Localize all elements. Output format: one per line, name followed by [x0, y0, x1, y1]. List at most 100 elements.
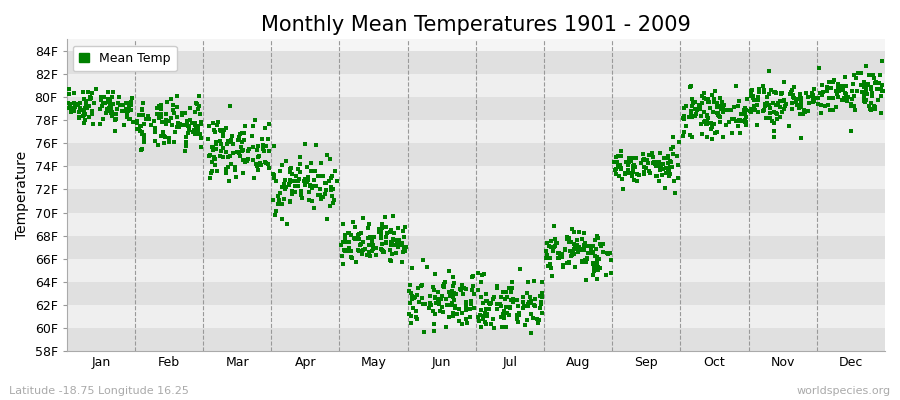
Point [251, 167, 266, 174]
Point [737, 111, 751, 118]
Point [547, 244, 562, 251]
Point [222, 178, 237, 184]
Point [695, 93, 709, 100]
Point [209, 139, 223, 145]
Point [736, 106, 751, 113]
Point [309, 142, 323, 148]
Point [700, 118, 715, 125]
Point [428, 321, 442, 328]
Point [392, 236, 406, 243]
Point [320, 152, 335, 158]
Point [104, 102, 118, 109]
Point [104, 96, 118, 102]
Point [256, 145, 270, 152]
Point [610, 161, 625, 168]
Point [276, 196, 291, 202]
Point [615, 176, 629, 182]
Point [498, 312, 512, 318]
Point [238, 136, 252, 143]
Point [705, 124, 719, 130]
Point [94, 96, 108, 102]
Point [93, 106, 107, 112]
Point [194, 134, 208, 141]
Point [406, 305, 420, 312]
Point [254, 162, 268, 168]
Point [169, 92, 184, 99]
Point [570, 242, 584, 248]
Point [713, 95, 727, 101]
Point [627, 164, 642, 170]
Point [670, 152, 684, 159]
Point [82, 114, 96, 120]
Point [503, 304, 517, 310]
Point [267, 212, 282, 218]
Point [292, 176, 307, 183]
Point [194, 144, 208, 150]
Point [739, 122, 753, 128]
Point [835, 96, 850, 103]
Point [516, 294, 530, 301]
Point [535, 294, 549, 300]
Point [354, 229, 368, 236]
Point [325, 200, 339, 207]
Point [503, 297, 517, 304]
Point [484, 321, 499, 327]
Point [838, 74, 852, 80]
Point [67, 108, 81, 114]
Point [752, 89, 767, 95]
Point [372, 229, 386, 235]
Point [170, 120, 184, 126]
Point [767, 89, 781, 95]
Point [178, 109, 193, 116]
Point [765, 118, 779, 125]
Point [302, 196, 316, 203]
Point [214, 140, 229, 147]
Point [697, 95, 711, 102]
Point [747, 97, 761, 103]
Point [94, 103, 109, 110]
Point [875, 81, 889, 88]
Point [447, 302, 462, 309]
Point [268, 208, 283, 214]
Point [374, 228, 389, 234]
Point [467, 305, 482, 312]
Point [523, 294, 537, 300]
Point [86, 121, 101, 128]
Point [397, 244, 411, 250]
Point [530, 319, 544, 325]
Point [509, 312, 524, 318]
Point [701, 96, 716, 102]
Point [516, 304, 530, 311]
Point [249, 161, 264, 167]
Point [857, 92, 871, 99]
Point [301, 174, 315, 180]
Point [875, 88, 889, 94]
Point [387, 230, 401, 236]
Point [61, 100, 76, 106]
Point [684, 102, 698, 109]
Point [504, 289, 518, 295]
Point [97, 93, 112, 100]
Point [564, 226, 579, 232]
Point [134, 107, 148, 113]
Point [611, 152, 625, 159]
Point [782, 123, 796, 129]
Point [355, 250, 369, 257]
Bar [67, 190, 885, 212]
Point [365, 246, 380, 252]
Point [612, 173, 626, 179]
Point [479, 312, 493, 318]
Point [498, 296, 512, 302]
Point [389, 250, 403, 256]
Point [148, 124, 162, 131]
Point [822, 95, 836, 102]
Point [505, 278, 519, 285]
Point [858, 84, 872, 91]
Point [651, 163, 665, 169]
Point [861, 81, 876, 87]
Point [70, 101, 85, 107]
Point [868, 78, 883, 85]
Point [586, 242, 600, 249]
Point [445, 288, 459, 294]
Point [487, 293, 501, 300]
